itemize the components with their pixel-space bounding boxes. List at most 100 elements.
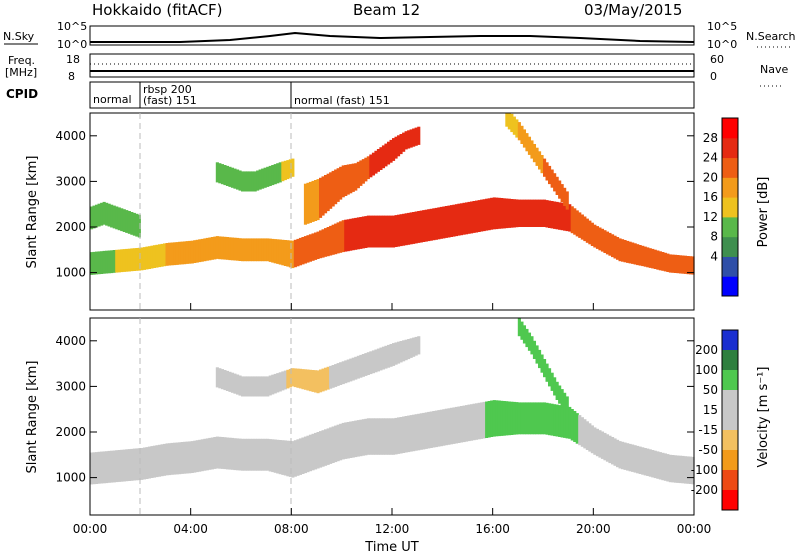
- velocity-band-0-cell: [605, 434, 610, 462]
- power-band-0-cell: [668, 254, 672, 273]
- velocity-band-0-cell: [276, 439, 280, 474]
- velocity-band-0-cell: [218, 436, 222, 469]
- radar-title: Hokkaido (fitACF): [92, 1, 223, 19]
- nsearch-tick-bottom: 10^0: [707, 38, 737, 51]
- velocity-band-0-cell: [689, 456, 693, 484]
- velocity-band-0-cell: [122, 449, 126, 482]
- velocity-band-0-cell: [311, 433, 315, 471]
- power-band-0-cell: [580, 214, 584, 240]
- power-band-3-cell: [374, 150, 378, 174]
- nsky-strip-frame: [89, 25, 695, 46]
- velocity-band-0-cell: [137, 448, 141, 481]
- velocity-band-0-cell: [381, 418, 386, 455]
- velocity-band-0-cell: [251, 438, 255, 471]
- power-band-0-cell: [613, 235, 617, 259]
- power-band-0-cell: [631, 242, 635, 264]
- power-band-0-cell: [233, 237, 237, 261]
- power-band-0-cell: [344, 219, 348, 252]
- velocity-band-0-cell: [686, 456, 690, 484]
- power-colorbar-swatch: [722, 197, 738, 218]
- velocity-band-1-cell: [241, 376, 245, 397]
- power-band-0-cell: [253, 238, 257, 262]
- power-band-3-cell: [392, 138, 396, 161]
- power-band-4-cell: [563, 187, 567, 206]
- power-band-3-cell: [346, 164, 350, 195]
- velocity-band-1-cell: [278, 372, 282, 392]
- power-band-0-cell: [434, 207, 438, 240]
- velocity-band-1-cell: [374, 349, 378, 373]
- power-colorbar-tick: 24: [703, 151, 718, 165]
- power-band-0-cell: [422, 210, 426, 242]
- velocity-band-0-cell: [530, 402, 534, 435]
- power-band-0-cell: [603, 230, 607, 253]
- velocity-band-0-cell: [570, 409, 574, 441]
- velocity-band-0-cell: [477, 402, 481, 440]
- power-band-0-cell: [502, 198, 506, 229]
- velocity-band-1-cell: [339, 362, 343, 385]
- power-band-0-cell: [150, 245, 154, 269]
- velocity-band-0-cell: [140, 448, 144, 480]
- xtick-label: 00:00: [73, 522, 108, 536]
- power-band-2-cell: [233, 168, 237, 189]
- velocity-band-0-cell: [487, 401, 491, 438]
- power-band-0-cell: [424, 209, 428, 242]
- velocity-band-0-cell: [573, 411, 577, 442]
- velocity-band-1-cell: [215, 367, 219, 388]
- power-band-0-cell: [152, 245, 157, 268]
- power-band-3-cell: [361, 159, 365, 184]
- power-band-3-cell: [316, 179, 320, 221]
- velocity-band-0-cell: [107, 450, 111, 483]
- power-band-0-cell: [366, 215, 370, 248]
- power-band-0-cell: [112, 250, 116, 273]
- power-band-1-cell: [135, 213, 139, 237]
- power-band-3-cell: [319, 177, 323, 218]
- velocity-band-1-cell: [389, 344, 393, 367]
- velocity-band-0-cell: [588, 423, 592, 452]
- power-band-4-cell: [545, 162, 549, 181]
- cpid-segment-3: normal (fast) 151: [294, 94, 390, 107]
- power-band-0-cell: [137, 247, 141, 271]
- velocity-band-0-cell: [623, 442, 627, 470]
- freq-tick-bottom: 8: [68, 70, 75, 83]
- power-band-3-cell: [339, 166, 343, 200]
- velocity-band-0-cell: [283, 440, 287, 476]
- velocity-band-0-cell: [467, 404, 471, 442]
- power-band-0-cell: [432, 208, 436, 241]
- power-colorbar-swatch: [722, 118, 738, 139]
- velocity-band-2-cell: [527, 332, 532, 351]
- velocity-colorbar-swatch: [722, 490, 738, 511]
- power-band-0-cell: [251, 238, 255, 262]
- power-band-0-cell: [480, 199, 484, 232]
- velocity-band-0-cell: [666, 454, 670, 482]
- velocity-band-1-cell: [281, 371, 285, 391]
- velocity-band-0-cell: [298, 438, 303, 475]
- velocity-band-0-cell: [339, 423, 343, 461]
- power-band-2-cell: [278, 162, 282, 183]
- power-band-0-cell: [683, 255, 688, 274]
- velocity-band-0-cell: [117, 450, 121, 482]
- power-band-3-cell: [399, 134, 403, 155]
- xtick-label: 00:00: [677, 522, 712, 536]
- velocity-colorbar-tick: -200: [691, 483, 718, 497]
- power-band-0-cell: [288, 240, 292, 268]
- power-band-0-cell: [578, 212, 582, 238]
- power-band-3-cell: [341, 165, 345, 198]
- velocity-band-0-cell: [384, 418, 388, 455]
- power-band-0-cell: [522, 199, 527, 227]
- power-band-3-cell: [324, 175, 328, 214]
- power-band-0-cell: [311, 233, 315, 261]
- power-band-0-cell: [100, 251, 104, 274]
- velocity-band-0-cell: [100, 451, 104, 484]
- power-band-0-cell: [271, 238, 275, 263]
- power-colorbar-swatch: [722, 236, 738, 257]
- power-band-3-cell: [308, 181, 313, 223]
- velocity-colorbar-swatch: [722, 430, 738, 451]
- power-band-0-cell: [303, 236, 308, 264]
- power-band-3-cell: [321, 176, 325, 216]
- power-band-0-cell: [515, 199, 519, 228]
- power-band-0-cell: [208, 237, 212, 261]
- power-band-0-cell: [326, 227, 330, 257]
- power-band-0-cell: [399, 214, 403, 247]
- velocity-band-1-cell: [296, 368, 300, 388]
